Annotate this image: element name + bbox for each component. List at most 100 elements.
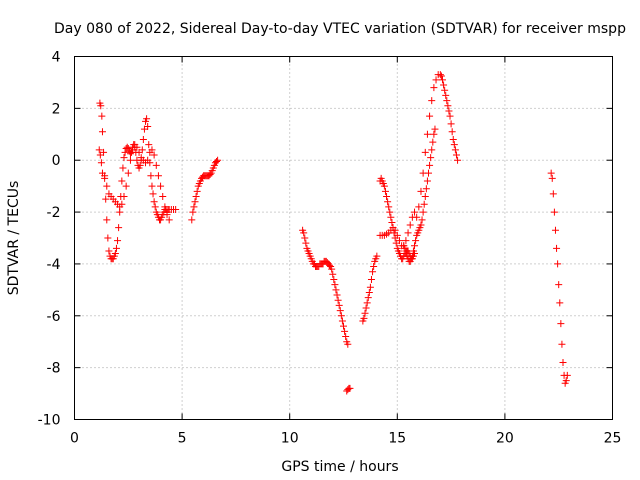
data-point	[329, 270, 337, 278]
data-point	[300, 229, 308, 237]
data-point	[145, 141, 153, 149]
series-arc-4	[299, 226, 352, 348]
data-point	[143, 115, 151, 123]
data-point	[340, 322, 347, 330]
data-point	[432, 76, 440, 84]
y-tick-label: -10	[38, 413, 61, 429]
data-point	[119, 164, 127, 172]
data-point	[159, 193, 167, 201]
data-point	[148, 146, 156, 154]
data-point	[151, 203, 159, 211]
data-point	[419, 208, 427, 216]
data-point	[157, 182, 165, 190]
y-tick-label: 0	[52, 153, 61, 169]
data-point	[420, 200, 428, 208]
data-point	[104, 234, 112, 242]
x-tick-label: 10	[281, 431, 299, 447]
data-point	[452, 151, 460, 159]
data-point	[406, 221, 414, 229]
data-point	[121, 148, 129, 156]
chart-title: Day 080 of 2022, Sidereal Day-to-day VTE…	[54, 21, 626, 37]
data-point	[423, 177, 431, 185]
data-point	[427, 154, 435, 162]
data-point	[101, 174, 109, 182]
data-point	[98, 128, 106, 136]
x-axis-label: GPS time / hours	[281, 459, 398, 475]
data-point	[388, 218, 396, 226]
data-point	[144, 123, 152, 131]
data-point	[421, 193, 429, 201]
data-point	[341, 327, 349, 335]
data-point	[402, 237, 410, 245]
data-point	[411, 242, 419, 250]
data-point	[430, 130, 438, 138]
data-point	[451, 146, 459, 154]
data-point	[553, 244, 561, 252]
data-point	[362, 304, 370, 312]
data-point	[189, 208, 197, 216]
data-point	[408, 252, 416, 260]
data-point	[548, 174, 556, 182]
series-arc-5	[343, 384, 354, 395]
data-point	[192, 193, 200, 201]
data-point	[361, 309, 369, 317]
data-point	[95, 146, 103, 154]
data-point	[302, 239, 310, 247]
data-point	[437, 72, 445, 80]
data-point	[441, 86, 449, 94]
data-point	[365, 288, 373, 296]
data-point	[338, 317, 346, 325]
data-point	[551, 226, 559, 234]
data-point	[331, 281, 339, 289]
data-point	[213, 158, 221, 166]
axis-ticks	[74, 56, 613, 420]
x-tick-label: 0	[70, 431, 79, 447]
y-tick-label: -6	[47, 309, 61, 325]
data-point	[547, 169, 555, 177]
data-point	[152, 161, 160, 169]
data-point	[448, 128, 456, 136]
data-point	[438, 76, 446, 84]
data-point	[454, 156, 462, 164]
data-point	[336, 307, 344, 315]
data-point	[346, 384, 354, 392]
y-tick-label: -8	[47, 361, 61, 377]
data-point	[549, 190, 557, 198]
data-point	[449, 135, 457, 143]
data-point	[422, 185, 430, 193]
data-point	[550, 208, 558, 216]
series-arc-8	[376, 71, 462, 250]
data-point	[555, 281, 563, 289]
data-point	[425, 169, 433, 177]
data-point	[367, 275, 375, 283]
data-point	[126, 156, 134, 164]
data-point	[431, 125, 439, 133]
x-tick-label: 20	[496, 431, 514, 447]
data-point	[149, 190, 157, 198]
data-point	[122, 182, 130, 190]
data-point	[191, 198, 199, 206]
data-point	[428, 146, 436, 154]
tick-labels: 0 5 10 15 20 25 -10 -8 -6 -4 -2 0 2 4	[38, 50, 622, 447]
data-point	[136, 161, 144, 169]
data-point	[126, 150, 134, 158]
data-point	[124, 169, 132, 177]
data-point	[391, 226, 399, 234]
data-point	[429, 138, 437, 146]
data-point	[332, 286, 340, 294]
data-point	[344, 340, 352, 348]
data-point	[103, 216, 111, 224]
data-point	[440, 81, 448, 89]
data-point	[337, 312, 345, 320]
data-point	[193, 187, 201, 195]
data-point	[366, 283, 374, 291]
data-point	[98, 169, 106, 177]
data-point	[421, 148, 429, 156]
data-point	[562, 377, 570, 385]
x-tick-label: 5	[178, 431, 187, 447]
data-point	[563, 371, 571, 379]
series-arc-6	[359, 252, 381, 325]
data-point	[559, 358, 567, 366]
